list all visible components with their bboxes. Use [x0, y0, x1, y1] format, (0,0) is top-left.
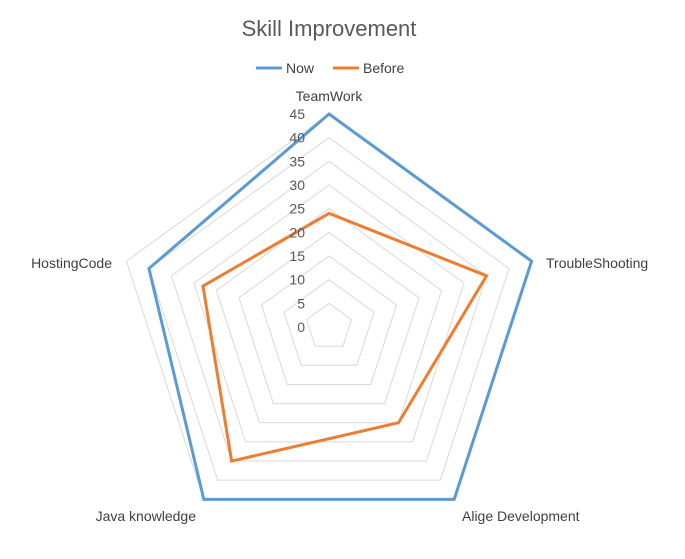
grid-ring-4: [238, 231, 420, 405]
legend-label-now: Now: [286, 60, 315, 76]
series-before-line: [201, 211, 489, 463]
tick-label-25: 25: [289, 201, 305, 217]
series-layer: [147, 112, 534, 501]
tick-label-40: 40: [289, 130, 305, 146]
chart-title: Skill Improvement: [242, 16, 417, 41]
radar-grid: [125, 113, 533, 500]
grid-ring-5: [215, 208, 443, 424]
grid-ring-2: [283, 279, 375, 366]
grid-ring-1: [305, 302, 353, 347]
tick-label-35: 35: [289, 153, 305, 169]
series-now-line: [147, 112, 534, 501]
tick-labels: 0 5 10 15 20 25 30 35 40 45: [289, 106, 305, 335]
grid-ring-6: [193, 184, 465, 443]
tick-label-10: 10: [289, 272, 305, 288]
category-label-java-knowledge: Java knowledge: [96, 508, 197, 524]
grid-ring-8: [148, 137, 510, 481]
tick-label-0: 0: [297, 319, 305, 335]
category-label-troubleshooting: TroubleShooting: [546, 255, 648, 271]
tick-label-20: 20: [289, 224, 305, 240]
category-label-teamwork: TeamWork: [296, 88, 364, 104]
axis-labels: TeamWork TroubleShooting Alige Development…: [31, 88, 648, 524]
tick-label-15: 15: [289, 248, 305, 264]
legend: Now Before: [256, 60, 404, 76]
tick-label-5: 5: [297, 295, 305, 311]
grid-ring-3: [260, 255, 398, 385]
tick-label-30: 30: [289, 177, 305, 193]
tick-label-45: 45: [289, 106, 305, 122]
legend-label-before: Before: [363, 60, 404, 76]
category-label-hostingcode: HostingCode: [31, 255, 112, 271]
grid-ring-7: [170, 160, 488, 462]
category-label-alige-development: Alige Development: [462, 508, 580, 524]
